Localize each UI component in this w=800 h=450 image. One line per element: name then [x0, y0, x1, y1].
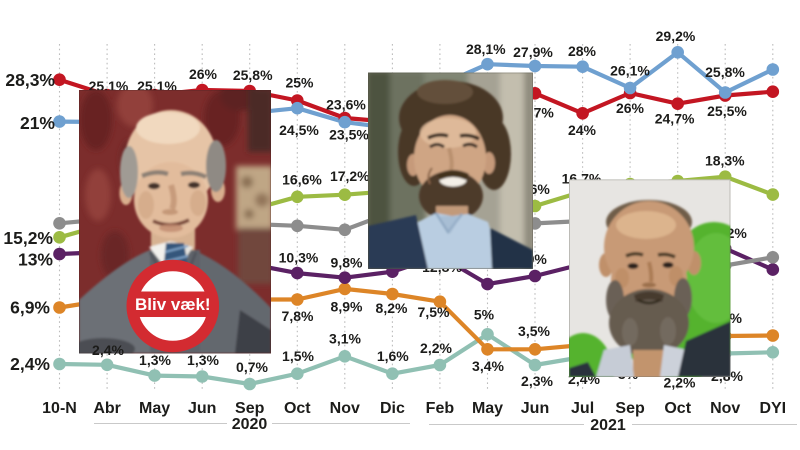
svg-text:10-N: 10-N	[42, 400, 77, 417]
svg-text:DYI: DYI	[759, 400, 786, 417]
svg-text:May: May	[472, 400, 503, 417]
svg-text:16,6%: 16,6%	[282, 172, 322, 188]
svg-text:24%: 24%	[568, 122, 597, 138]
svg-text:Jul: Jul	[571, 400, 594, 417]
svg-text:17,2%: 17,2%	[330, 168, 370, 184]
svg-text:7,5%: 7,5%	[418, 304, 450, 320]
svg-text:7,8%: 7,8%	[282, 308, 314, 324]
svg-text:25%: 25%	[285, 75, 314, 91]
svg-text:27,9%: 27,9%	[513, 44, 553, 60]
svg-text:2,3%: 2,3%	[521, 373, 553, 389]
svg-text:1,6%: 1,6%	[377, 348, 409, 364]
svg-text:Bliv væk!: Bliv væk!	[135, 295, 211, 314]
svg-text:2,2%: 2,2%	[664, 375, 696, 391]
svg-text:18,3%: 18,3%	[705, 153, 745, 169]
svg-text:26,1%: 26,1%	[610, 63, 650, 79]
svg-text:24,7%: 24,7%	[655, 110, 695, 126]
svg-text:May: May	[139, 400, 170, 417]
svg-text:5%: 5%	[474, 307, 495, 323]
svg-text:Oct: Oct	[664, 400, 691, 417]
svg-text:Dic: Dic	[380, 400, 405, 417]
svg-text:8,2%: 8,2%	[376, 300, 408, 316]
svg-text:25,5%: 25,5%	[707, 103, 747, 119]
svg-text:Feb: Feb	[426, 400, 455, 417]
svg-text:2,4%: 2,4%	[10, 354, 50, 374]
svg-text:3,1%: 3,1%	[329, 331, 361, 347]
svg-text:Nov: Nov	[330, 400, 360, 417]
svg-text:2,2%: 2,2%	[420, 340, 452, 356]
svg-text:1,3%: 1,3%	[139, 352, 171, 368]
svg-text:10,3%: 10,3%	[279, 250, 319, 266]
svg-text:Nov: Nov	[710, 400, 740, 417]
svg-text:28,1%: 28,1%	[466, 41, 506, 57]
svg-text:Jun: Jun	[521, 400, 549, 417]
svg-text:28,3%: 28,3%	[5, 70, 55, 90]
svg-text:23,5%: 23,5%	[329, 127, 369, 143]
svg-text:13%: 13%	[18, 250, 53, 270]
svg-text:6,9%: 6,9%	[10, 298, 50, 318]
svg-text:25,8%: 25,8%	[705, 64, 745, 80]
svg-text:Jun: Jun	[188, 400, 216, 417]
svg-text:28%: 28%	[568, 43, 597, 59]
svg-text:1,3%: 1,3%	[187, 352, 219, 368]
svg-text:Sep: Sep	[615, 400, 645, 417]
svg-text:23,6%: 23,6%	[326, 97, 366, 113]
svg-text:3,4%: 3,4%	[472, 358, 504, 374]
svg-text:15,2%: 15,2%	[3, 228, 53, 248]
svg-text:29,2%: 29,2%	[656, 28, 696, 44]
svg-text:21%: 21%	[20, 113, 55, 133]
svg-text:0,7%: 0,7%	[236, 359, 268, 375]
svg-text:2021: 2021	[590, 417, 626, 434]
svg-text:Sep: Sep	[235, 400, 265, 417]
svg-text:8,9%: 8,9%	[331, 299, 363, 315]
svg-text:24,5%: 24,5%	[279, 122, 319, 138]
svg-text:9,8%: 9,8%	[331, 255, 363, 271]
svg-text:Oct: Oct	[284, 400, 311, 417]
svg-text:25,8%: 25,8%	[233, 67, 273, 83]
svg-text:3,5%: 3,5%	[518, 323, 550, 339]
svg-text:2,4%: 2,4%	[92, 342, 124, 358]
svg-text:2020: 2020	[232, 416, 268, 433]
svg-text:26%: 26%	[189, 66, 218, 82]
svg-text:1,5%: 1,5%	[282, 348, 314, 364]
svg-text:26%: 26%	[616, 100, 645, 116]
svg-text:Abr: Abr	[93, 400, 121, 417]
